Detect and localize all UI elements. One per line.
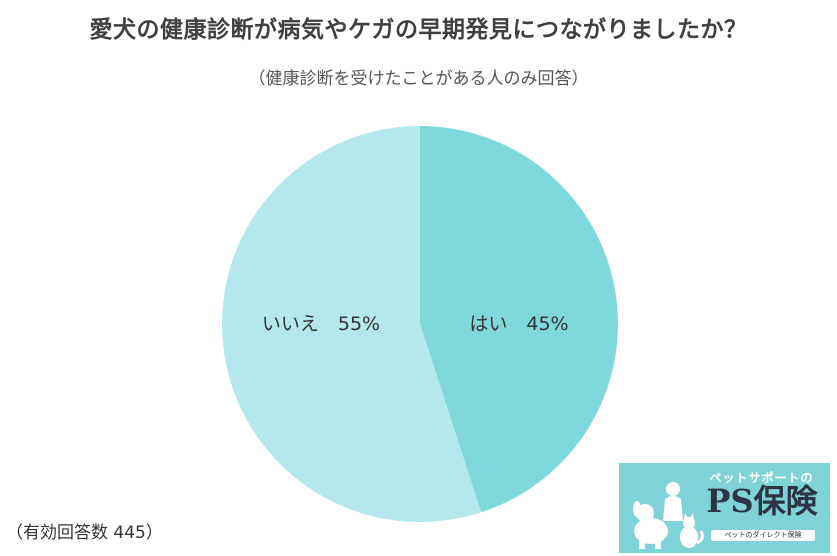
- pie-slice-yes: [420, 126, 619, 513]
- logo-brand-name: PS保険: [706, 482, 818, 520]
- brand-logo: ペットサポートの PS保険 ペットのダイレクト保険: [619, 463, 830, 553]
- logo-tagline: ペットサポートの: [709, 471, 814, 485]
- pie-label-yes: はい 45%: [469, 313, 568, 335]
- pie-slices: [222, 126, 619, 523]
- pie-label-no: いいえ 55%: [262, 313, 380, 335]
- logo-subline: ペットのダイレクト保険: [711, 530, 815, 541]
- pie-slice-no: [222, 126, 482, 523]
- pie-labels: はい 45% いいえ 55%: [262, 313, 569, 335]
- response-count-note: （有効回答数 445）: [6, 523, 163, 543]
- chart-title: 愛犬の健康診断が病気やケガの早期発見につながりましたか？: [89, 17, 748, 43]
- dog-and-cat-icon: [633, 482, 704, 549]
- chart-subtitle: （健康診断を受けたことがある人のみ回答）: [248, 69, 589, 89]
